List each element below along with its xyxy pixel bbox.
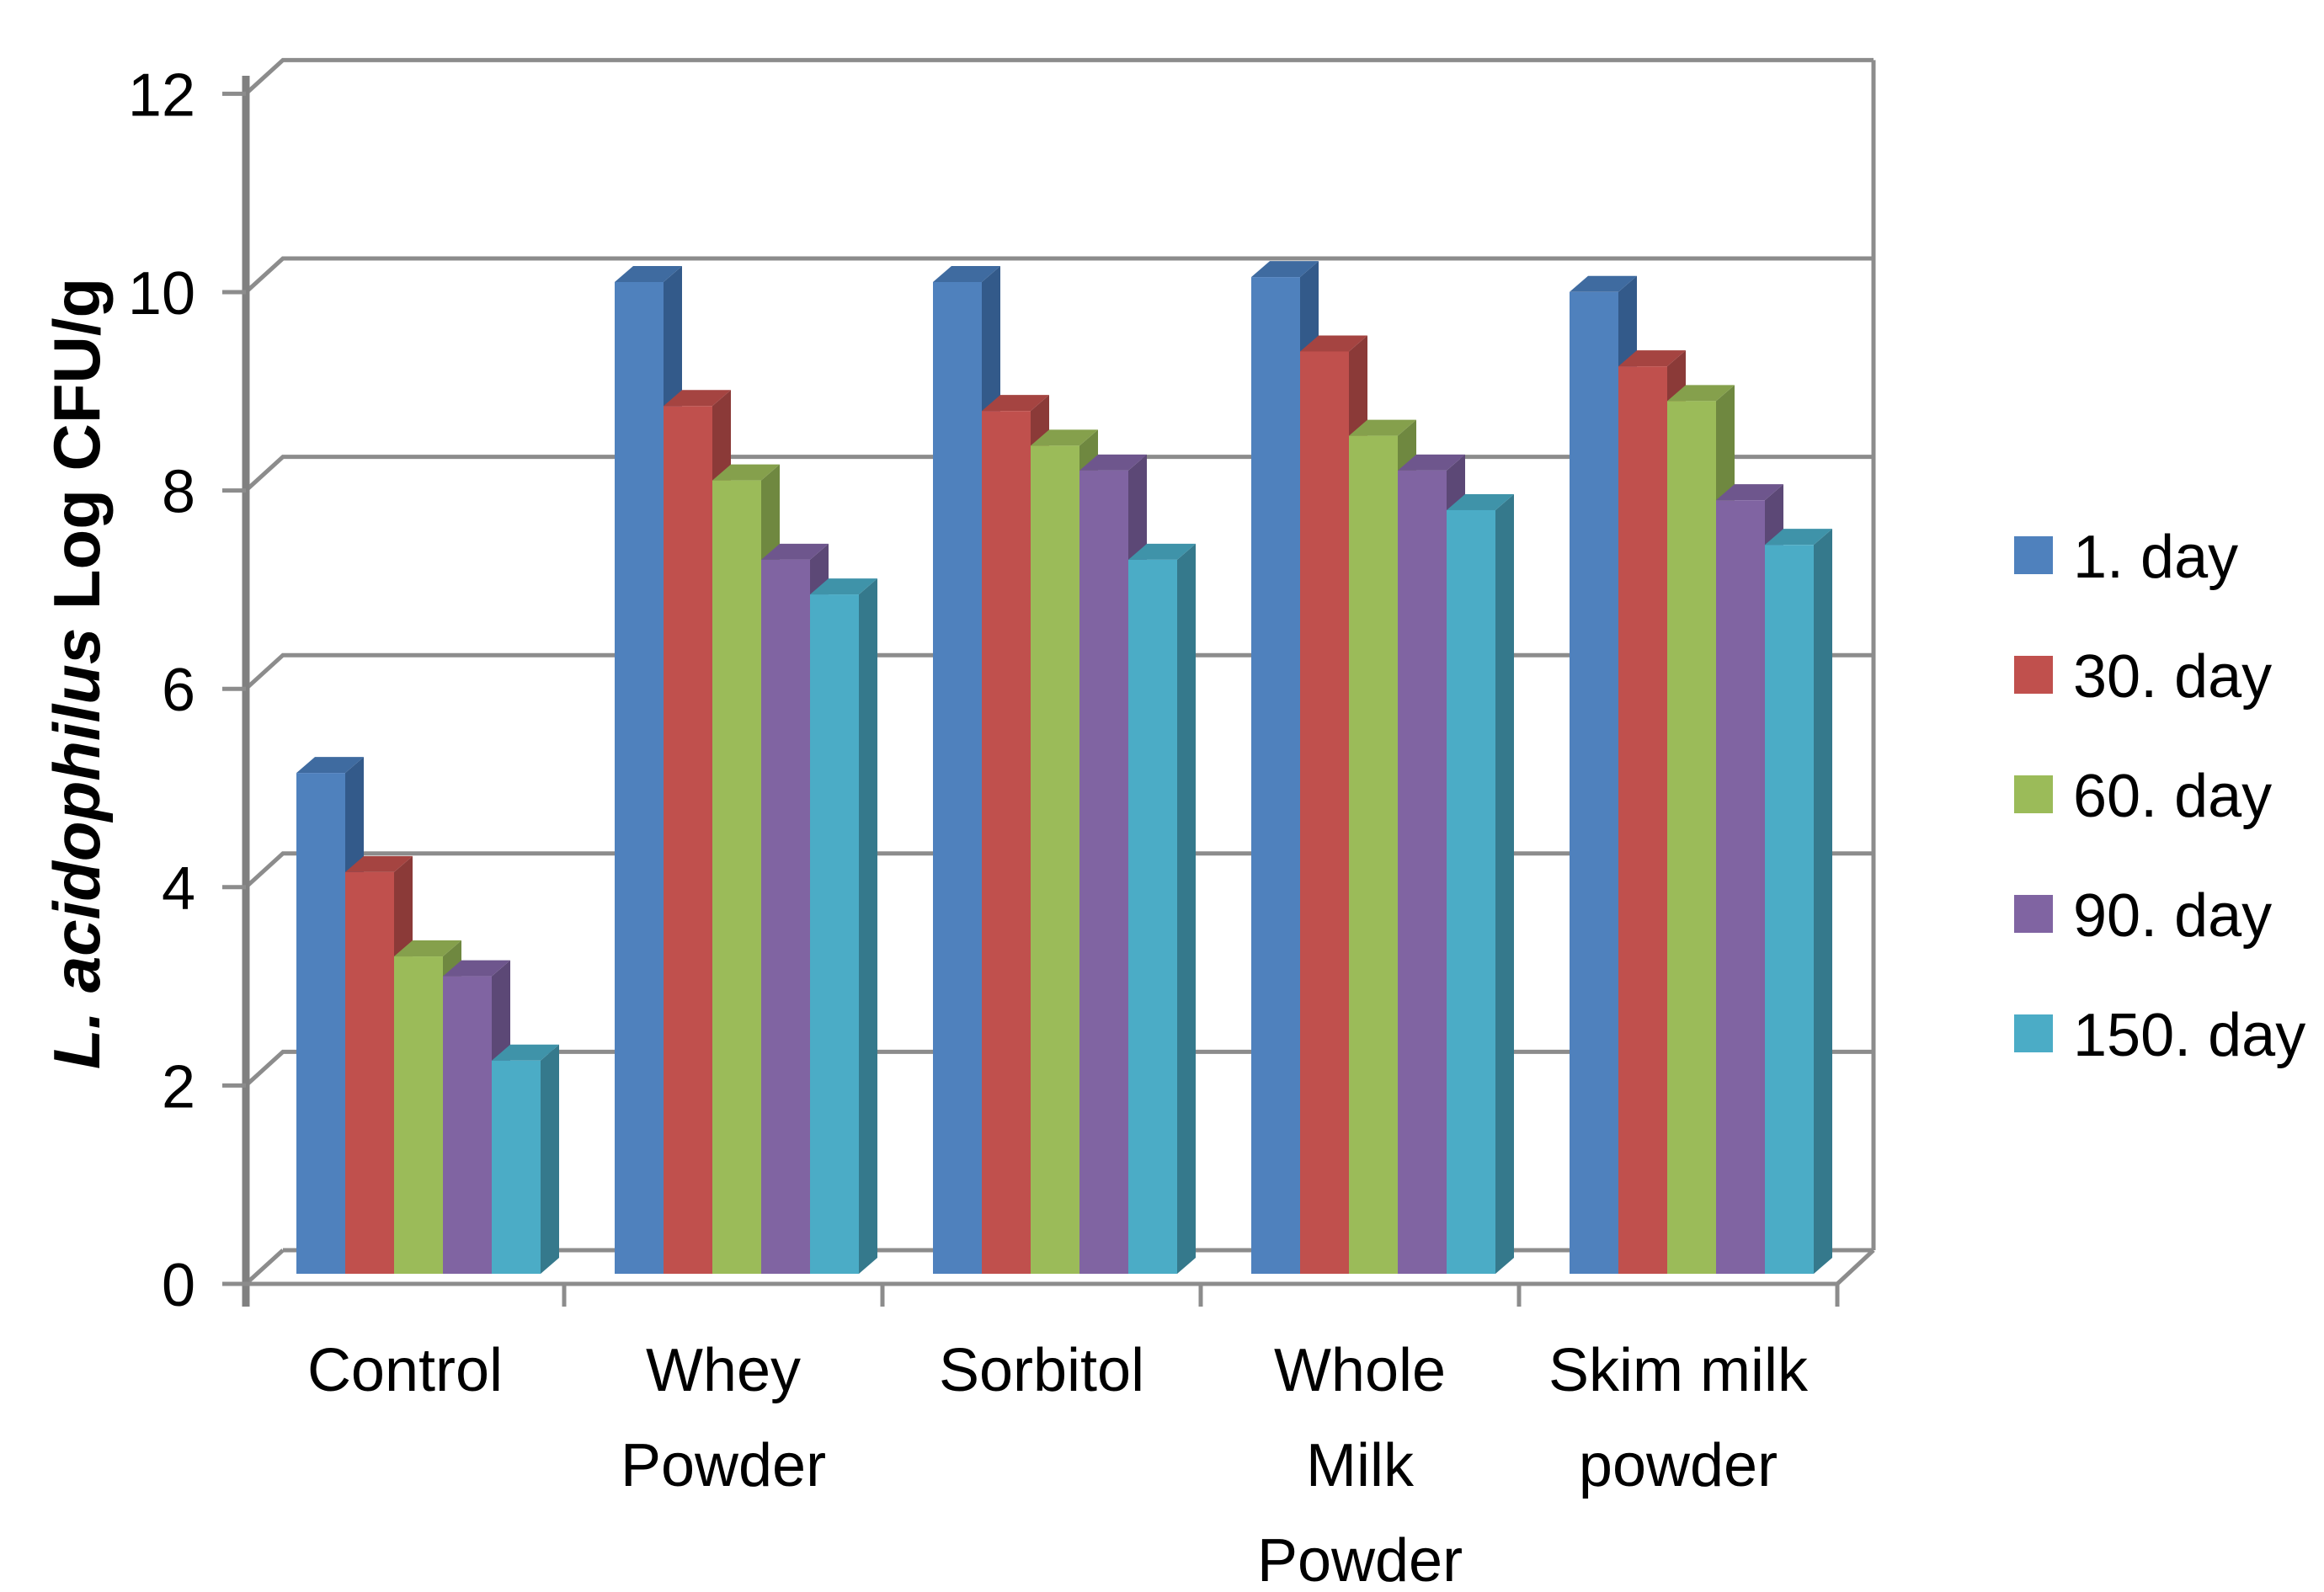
- bar-top: [1447, 493, 1514, 510]
- bar-top: [810, 578, 877, 595]
- floor-left-diagonal: [244, 1249, 285, 1286]
- bar-top: [615, 266, 682, 282]
- bar-front: [1031, 445, 1079, 1274]
- floor-right-diagonal: [1836, 1249, 1875, 1286]
- y-tick-label: 0: [162, 1252, 195, 1319]
- bar-front: [1765, 545, 1814, 1274]
- bar-top: [1716, 484, 1783, 501]
- bar-front: [982, 411, 1031, 1274]
- category-label: Milk: [1306, 1432, 1415, 1499]
- bar-top: [933, 266, 1000, 282]
- bar-top: [982, 395, 1049, 412]
- bar-front: [761, 559, 810, 1274]
- y-tick-label: 8: [162, 459, 195, 526]
- bar-top: [1079, 454, 1147, 471]
- y-tick-label: 10: [128, 260, 195, 327]
- legend-swatch: [2014, 656, 2053, 694]
- bar-top: [664, 390, 731, 407]
- category-label: powder: [1579, 1432, 1778, 1499]
- y-tick-label: 12: [128, 61, 195, 129]
- bar-top: [1618, 350, 1686, 367]
- bar-front: [1079, 470, 1128, 1274]
- gridline: [244, 256, 1874, 294]
- bar-front: [1618, 366, 1667, 1274]
- bar-front: [1349, 435, 1398, 1274]
- bar-front: [1251, 277, 1300, 1274]
- category-label: Whole: [1274, 1337, 1446, 1404]
- bar-front: [1570, 291, 1618, 1274]
- bar-front: [933, 282, 982, 1274]
- bar-side: [859, 578, 877, 1274]
- bar-front: [1128, 559, 1177, 1274]
- bar-top: [1570, 275, 1637, 292]
- bar-front: [296, 773, 345, 1274]
- bar-front: [664, 406, 712, 1274]
- bar-front: [345, 871, 394, 1274]
- bar-side: [541, 1044, 559, 1274]
- legend-label: 90. day: [2073, 882, 2272, 950]
- bar-top: [712, 464, 780, 481]
- bar-top: [1349, 419, 1416, 436]
- bar-front: [615, 282, 664, 1274]
- y-tick-label: 4: [162, 855, 195, 923]
- bar-top: [345, 855, 413, 872]
- legend-swatch: [2014, 775, 2053, 813]
- category-label: Powder: [621, 1432, 826, 1499]
- legend-label: 1. day: [2073, 524, 2238, 591]
- legend-swatch: [2014, 895, 2053, 933]
- bar-front: [712, 480, 761, 1274]
- bar-front: [1716, 500, 1765, 1274]
- category-label: Control: [307, 1337, 503, 1404]
- y-axis-title: L. acidophilus Log CFU/g: [40, 278, 114, 1069]
- bar-front: [1398, 470, 1447, 1274]
- legend-label: 150. day: [2073, 1002, 2305, 1069]
- legend-label: 60. day: [2073, 763, 2272, 830]
- bar-top: [443, 960, 510, 977]
- bar-top: [1128, 543, 1196, 560]
- bar-top: [1398, 454, 1465, 471]
- legend-swatch: [2014, 536, 2053, 574]
- bar-top: [1667, 385, 1735, 402]
- bar-top: [761, 543, 829, 560]
- bar-top: [394, 940, 461, 957]
- bar-top: [296, 757, 364, 774]
- legend-label: 30. day: [2073, 643, 2272, 711]
- bar-top: [492, 1044, 559, 1061]
- legend-swatch: [2014, 1014, 2053, 1052]
- bar-front: [492, 1060, 541, 1274]
- bar-top: [1251, 261, 1319, 278]
- bar-side: [1814, 529, 1832, 1274]
- category-label: Skim milk: [1548, 1337, 1809, 1404]
- category-label: Whey: [646, 1337, 801, 1404]
- bar-front: [1667, 401, 1716, 1274]
- bar-front: [1300, 351, 1349, 1275]
- y-tick-label: 6: [162, 657, 195, 724]
- bar-top: [1031, 429, 1098, 446]
- bar-side: [1495, 493, 1514, 1274]
- bar-front: [1447, 509, 1495, 1274]
- bar-side: [1177, 543, 1196, 1274]
- category-label: Sorbitol: [939, 1337, 1144, 1404]
- gridline: [244, 57, 1874, 96]
- bar-front: [394, 956, 443, 1274]
- category-label: Powder: [1257, 1527, 1463, 1592]
- bar-top: [1300, 335, 1367, 352]
- bar-front: [443, 976, 492, 1274]
- bar-top: [1765, 529, 1832, 546]
- bar-front: [810, 594, 859, 1274]
- y-tick-label: 2: [162, 1053, 195, 1121]
